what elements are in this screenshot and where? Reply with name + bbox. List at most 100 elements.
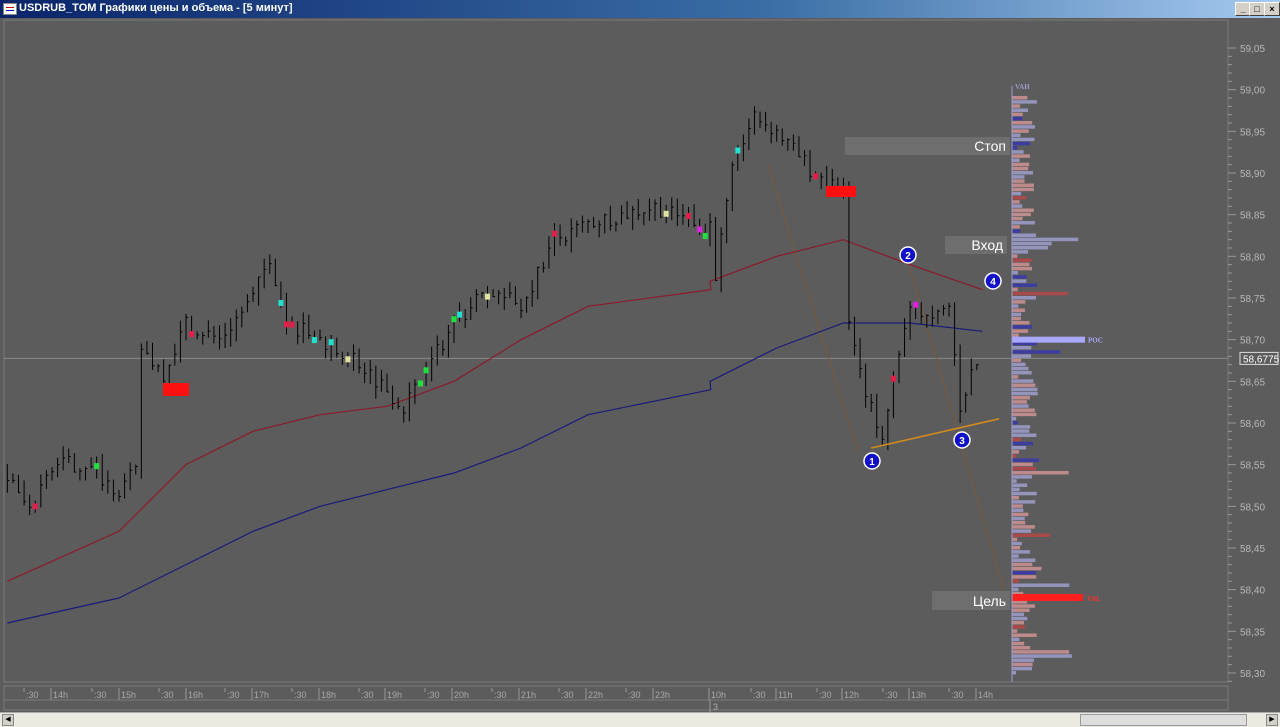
volume-profile-bar: [1012, 225, 1020, 229]
date-label: 3: [713, 702, 718, 712]
x-tick-label: 19h: [387, 690, 402, 700]
volume-profile-bar: [1012, 258, 1032, 262]
volume-profile-bar: [1012, 541, 1022, 546]
volume-profile-bar: [1012, 391, 1038, 396]
volume-profile-bar: [1012, 320, 1030, 325]
val-label: VAL: [1087, 595, 1101, 603]
signal-marker: [451, 316, 457, 323]
scroll-thumb[interactable]: [1080, 714, 1247, 726]
volume-profile-bar: [1012, 466, 1037, 471]
volume-profile-bar: [1012, 283, 1038, 287]
x-tick-label: :30: [26, 690, 39, 700]
volume-profile-bar: [1012, 262, 1030, 267]
signal-marker: [423, 367, 429, 374]
moving-average-red: [7, 239, 983, 582]
volume-profile-bar: [1012, 204, 1023, 208]
volume-profile-bar: [1012, 200, 1020, 204]
x-tick-label: :30: [294, 690, 307, 700]
volume-profile-bar: [1012, 562, 1033, 567]
volume-profile-bar: [1012, 516, 1025, 521]
volume-profile-bar: [1012, 633, 1037, 637]
entry-label: Вход: [971, 237, 1003, 253]
maximize-button[interactable]: □: [1249, 2, 1265, 16]
volume-profile-bar: [1012, 354, 1032, 358]
signal-marker: [284, 321, 289, 328]
volume-profile-bar: [1012, 420, 1018, 425]
volume-profile-bar: [1012, 545, 1021, 550]
horizontal-scrollbar[interactable]: ◀ ▶: [0, 712, 1280, 727]
volume-profile-bar: [1012, 650, 1070, 654]
volume-profile-bar: [1012, 641, 1025, 646]
volume-profile-bar: [1012, 183, 1034, 187]
volume-profile-bar: [1012, 450, 1019, 454]
volume-profile-bar: [1012, 612, 1025, 617]
volume-profile-bar: [1012, 345, 1032, 350]
y-tick-label: 58,40: [1240, 586, 1265, 597]
volume-profile-bar: [1012, 637, 1020, 642]
signal-marker: [457, 311, 463, 318]
volume-profile-bar: [1012, 462, 1033, 467]
volume-profile-bar: [1012, 383, 1036, 387]
volume-profile-bar: [1012, 295, 1036, 300]
volume-profile-bar: [1012, 662, 1033, 667]
poc-label: POC: [1088, 337, 1103, 345]
guide-line: [767, 164, 859, 453]
signal-marker: [735, 147, 741, 154]
x-tick-label: 10h: [711, 690, 726, 700]
volume-profile-bar: [1012, 445, 1027, 450]
volume-profile-bar: [1012, 483, 1028, 487]
volume-profile-bar: [1012, 504, 1023, 508]
volume-profile-bar: [1012, 241, 1052, 246]
volume-profile-bar: [1012, 620, 1025, 625]
volume-profile-bar: [1012, 141, 1030, 146]
x-tick-label: 12h: [844, 690, 859, 700]
volume-profile-bar: [1012, 429, 1030, 433]
signal-marker: [552, 230, 557, 237]
x-tick-label: :30: [361, 690, 374, 700]
x-tick-label: :30: [753, 690, 766, 700]
volume-profile-bar: [1012, 570, 1036, 575]
x-tick-label: :30: [161, 690, 174, 700]
volume-profile-bar: [1012, 454, 1017, 458]
x-tick-label: 23h: [655, 690, 670, 700]
x-tick-label: :30: [561, 690, 574, 700]
y-tick-label: 58,80: [1240, 252, 1265, 263]
volume-profile-bar: [1012, 287, 1018, 292]
volume-profile-bar: [1012, 404, 1029, 408]
volume-profile-bar: [1012, 325, 1033, 329]
volume-profile-bar: [1012, 216, 1023, 221]
moving-average-blue: [7, 322, 983, 624]
volume-profile-bar: [1012, 575, 1037, 579]
x-tick-label: :30: [227, 690, 240, 700]
x-tick-label: :30: [427, 690, 440, 700]
plot-border: [3, 19, 1229, 683]
vah-label: VAH: [1015, 83, 1030, 91]
scroll-right-button[interactable]: ▶: [1266, 714, 1278, 726]
volume-profile-bar: [1012, 458, 1040, 462]
volume-profile-bar: [1012, 512, 1029, 517]
y-tick-label: 58,70: [1240, 336, 1265, 347]
signal-marker: [418, 380, 423, 387]
volume-profile-bar: [1012, 300, 1026, 304]
x-tick-label: 18h: [321, 690, 336, 700]
x-tick-label: :30: [885, 690, 898, 700]
price-chart[interactable]: 59,05 59,00 58,95 58,90 58,85 58,80 58,75 58,70…: [0, 0, 1280, 712]
volume-profile-bar: [1012, 279, 1027, 283]
volume-profile-bar: [1012, 237, 1079, 242]
volume-profile-bar: [1012, 558, 1036, 562]
scroll-left-button[interactable]: ◀: [2, 714, 14, 726]
signal-marker: [328, 339, 334, 346]
point-marker-label: 4: [990, 277, 996, 288]
volume-profile-bar: [1012, 154, 1030, 158]
x-tick-label: 13h: [911, 690, 926, 700]
volume-profile-bar: [1012, 104, 1021, 108]
volume-profile-bar: [1012, 625, 1026, 629]
volume-profile-bar: [1012, 604, 1035, 608]
y-tick-label: 58,60: [1240, 419, 1265, 430]
volume-profile-bar: [1012, 437, 1022, 442]
volume-profile-bar: [1012, 587, 1019, 592]
volume-profile-bar: [1012, 658, 1034, 662]
guide-line: [907, 261, 1005, 591]
title-bar: USDRUB_TOM Графики цены и объема - [5 ми…: [0, 0, 1280, 18]
entry-box: [945, 236, 1007, 254]
